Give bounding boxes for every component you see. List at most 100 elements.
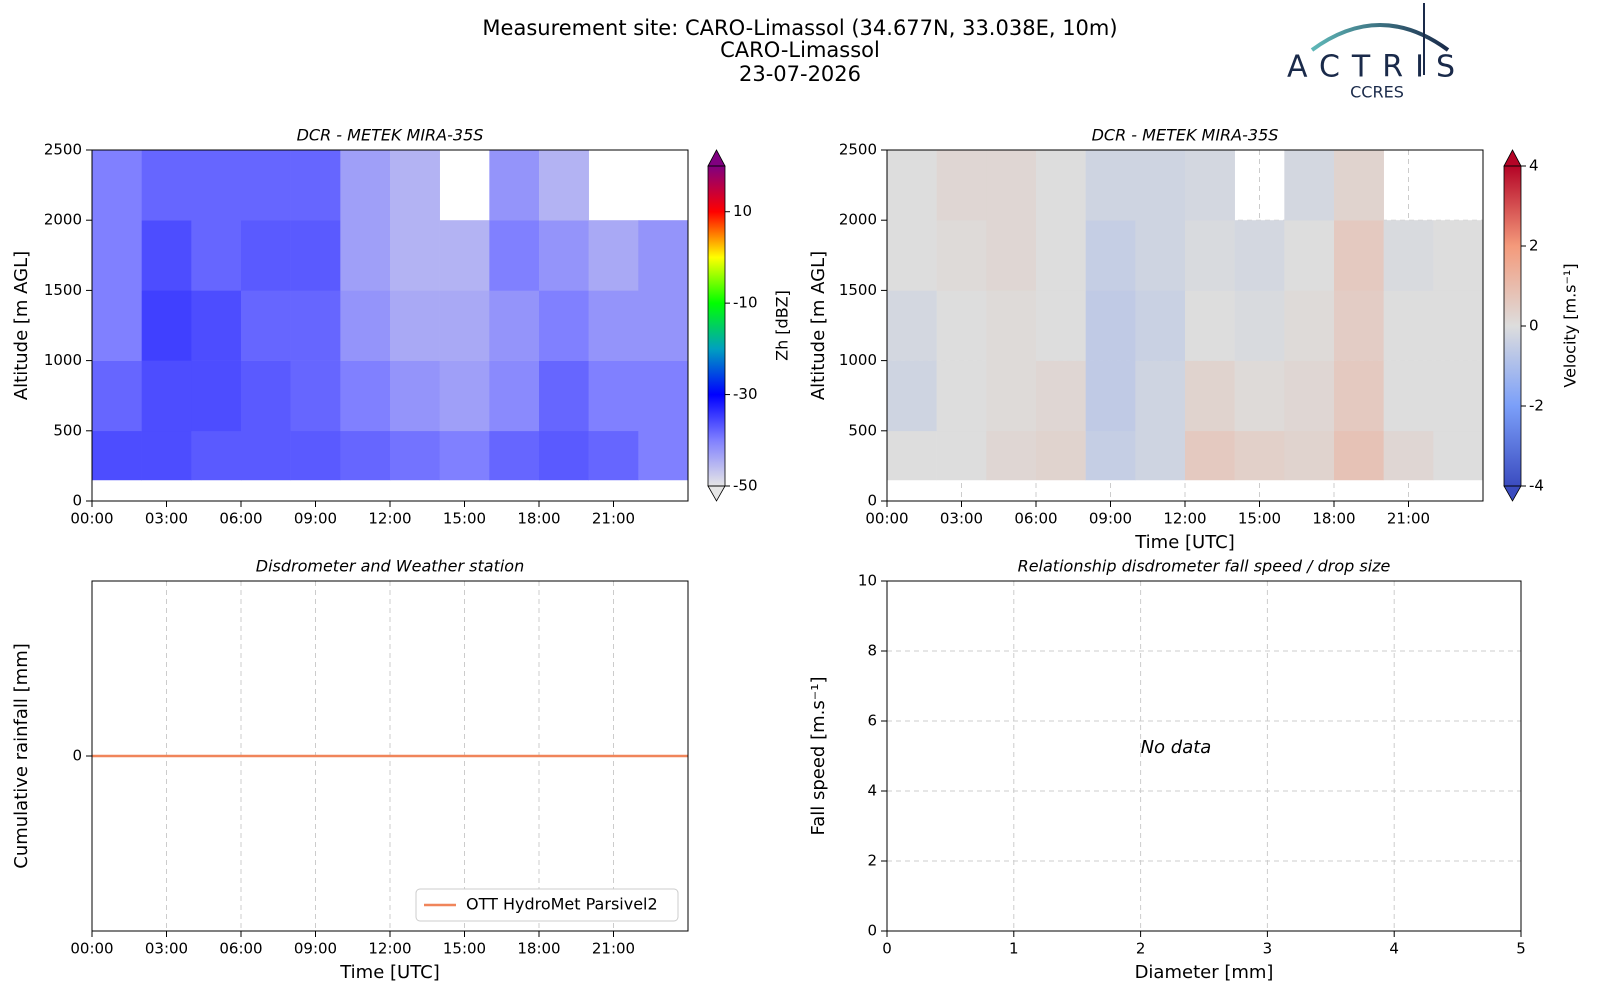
x-tick-label: 00:00 bbox=[70, 510, 113, 528]
x-tick-label: 12:00 bbox=[368, 510, 411, 528]
heatmap-cell bbox=[936, 290, 987, 361]
x-tick-label: 2 bbox=[1136, 940, 1146, 958]
subplot-title: Disdrometer and Weather station bbox=[256, 557, 524, 576]
heatmap-cell bbox=[191, 150, 242, 221]
heatmap-cell bbox=[1334, 150, 1384, 221]
x-tick-label: 12:00 bbox=[368, 940, 411, 958]
x-tick-label: 06:00 bbox=[219, 510, 262, 528]
heatmap-cell bbox=[1433, 220, 1484, 291]
heatmap-cell bbox=[489, 430, 540, 481]
y-tick-label: 1500 bbox=[44, 281, 82, 299]
y-tick-label: 8 bbox=[867, 642, 877, 660]
y-tick-label: 0 bbox=[867, 922, 877, 940]
heatmap-cell bbox=[936, 360, 987, 432]
heatmap-cell bbox=[439, 430, 490, 481]
colorbar-label: Zh [dBZ] bbox=[773, 290, 792, 361]
x-tick-label: 15:00 bbox=[443, 510, 486, 528]
heatmap-cell bbox=[191, 360, 242, 432]
colorbar-tick-label: -50 bbox=[733, 477, 758, 495]
y-tick-label: 6 bbox=[867, 712, 877, 730]
heatmap-cell bbox=[1284, 360, 1335, 432]
heatmap-cell bbox=[290, 430, 341, 481]
panel: 00:00 03:00 06:00 09:00 12:00 15:00 18:00 21:00… bbox=[11, 126, 792, 528]
heatmap-cell bbox=[887, 220, 937, 291]
y-axis-label: Altitude [m AGL] bbox=[11, 251, 32, 400]
heatmap-cell bbox=[92, 360, 142, 432]
y-tick-label: 0 bbox=[867, 492, 877, 510]
colorbar-label: Velocity [m.s⁻¹] bbox=[1561, 263, 1580, 387]
heatmap-cell bbox=[1383, 360, 1434, 432]
x-tick-label: 21:00 bbox=[592, 940, 635, 958]
y-tick-label: 4 bbox=[867, 782, 877, 800]
y-tick-label: 0 bbox=[72, 747, 82, 765]
heatmap-cell bbox=[141, 220, 192, 291]
heatmap-cell bbox=[1284, 430, 1335, 481]
heatmap-cell bbox=[1036, 430, 1086, 481]
heatmap-cell bbox=[1185, 430, 1235, 481]
axes-frame bbox=[886, 149, 1484, 502]
heatmap-cell bbox=[1433, 290, 1484, 361]
y-tick-label: 2 bbox=[867, 852, 877, 870]
heatmap-cell bbox=[489, 360, 540, 432]
heatmap-cell bbox=[92, 150, 142, 221]
heatmap-cell bbox=[1383, 290, 1434, 361]
heatmap-cell bbox=[539, 290, 589, 361]
subplot-title: DCR - METEK MIRA-35S bbox=[1092, 126, 1279, 145]
x-tick-label: 06:00 bbox=[1014, 510, 1057, 528]
heatmap-cell bbox=[1383, 220, 1434, 291]
subplot-title: Relationship disdrometer fall speed / dr… bbox=[1018, 557, 1391, 576]
heatmap-cell bbox=[936, 430, 987, 481]
y-tick-label: 10 bbox=[858, 572, 877, 590]
colorbar-tick-label: -4 bbox=[1529, 477, 1544, 495]
heatmap-cell bbox=[390, 430, 440, 481]
y-axis-label: Altitude [m AGL] bbox=[808, 251, 829, 400]
x-tick-label: 4 bbox=[1389, 940, 1399, 958]
x-tick-label: 09:00 bbox=[294, 510, 337, 528]
heatmap-cell bbox=[489, 290, 540, 361]
colorbar-extend bbox=[707, 485, 726, 502]
title-line: 23-07-2026 bbox=[739, 62, 861, 86]
x-axis-label: Diameter [mm] bbox=[1135, 962, 1274, 983]
colorbar-tick-label: 10 bbox=[733, 202, 752, 220]
colorbar-tick-label: -2 bbox=[1529, 397, 1544, 415]
heatmap-cell bbox=[439, 220, 490, 291]
heatmap-cell bbox=[390, 220, 440, 291]
panel: 00:00 03:00 06:00 09:00 12:00 15:00 18:00 21:00… bbox=[11, 557, 689, 983]
heatmap-cell bbox=[887, 430, 937, 481]
x-tick-label: 21:00 bbox=[1387, 510, 1430, 528]
colorbar-tick-label: 2 bbox=[1529, 237, 1539, 255]
heatmap-cell bbox=[241, 360, 291, 432]
heatmap-cell bbox=[340, 360, 391, 432]
y-axis-label: Cumulative rainfall [mm] bbox=[11, 643, 32, 869]
heatmap-cell bbox=[1036, 150, 1086, 221]
colorbar-extend bbox=[1503, 485, 1522, 502]
y-tick-label: 2500 bbox=[44, 141, 82, 159]
heatmap-cell bbox=[1433, 360, 1484, 432]
heatmap-cell bbox=[1334, 360, 1384, 432]
heatmap-cell bbox=[539, 360, 589, 432]
panel: 00:00 03:00 06:00 09:00 12:00 15:00 18:00 21:00… bbox=[808, 126, 1580, 554]
x-tick-label: 5 bbox=[1516, 940, 1526, 958]
heatmap-cell bbox=[638, 290, 689, 361]
heatmap-cell bbox=[887, 150, 937, 221]
heatmap-cell bbox=[1085, 430, 1136, 481]
heatmap-cell bbox=[539, 150, 589, 221]
legend-label: OTT HydroMet Parsivel2 bbox=[466, 895, 658, 914]
title-line: CARO-Limassol bbox=[720, 38, 880, 62]
axes-frame bbox=[91, 580, 689, 932]
heatmap-cell bbox=[141, 360, 192, 432]
x-tick-label: 18:00 bbox=[517, 940, 560, 958]
y-tick-label: 2000 bbox=[44, 211, 82, 229]
heatmap-cell bbox=[936, 150, 987, 221]
heatmap-cell bbox=[191, 430, 242, 481]
x-axis-label: Time [UTC] bbox=[1134, 532, 1235, 553]
colorbar-tick-label: 4 bbox=[1529, 157, 1539, 175]
heatmap-cell bbox=[92, 290, 142, 361]
heatmap-cell bbox=[241, 290, 291, 361]
y-tick-label: 500 bbox=[53, 421, 82, 439]
x-tick-label: 09:00 bbox=[1089, 510, 1132, 528]
heatmap-cell bbox=[390, 290, 440, 361]
x-tick-label: 09:00 bbox=[294, 940, 337, 958]
heatmap-cell bbox=[539, 430, 589, 481]
annotation: No data bbox=[1141, 737, 1212, 758]
